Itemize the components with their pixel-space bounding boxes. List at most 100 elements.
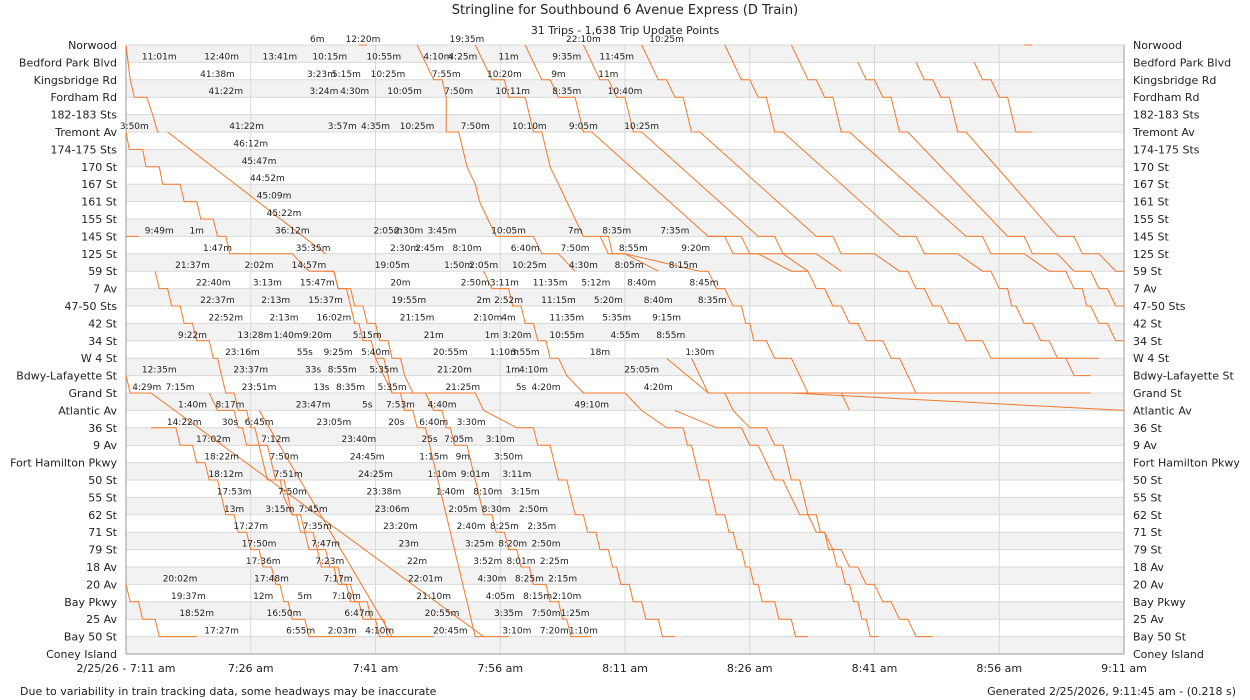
headway-label: 8:25m	[515, 574, 544, 584]
station-label: Coney Island	[1133, 648, 1204, 661]
trip-line	[125, 44, 160, 133]
headway-label: 16:50m	[267, 609, 302, 619]
headway-label: 1:50m	[444, 261, 473, 271]
headway-label: 5:15m	[332, 70, 361, 80]
station-label: 155 St	[81, 213, 117, 226]
x-tick-label: 7:26 am	[228, 662, 274, 675]
headway-label: 8:55m	[328, 366, 357, 376]
headway-label: 7:45m	[299, 505, 328, 515]
headway-label: 8:01m	[507, 557, 536, 567]
station-label: 50 St	[1133, 474, 1162, 487]
grid-lines	[125, 44, 1125, 655]
headway-label: 4:10m	[365, 627, 394, 637]
x-tick-label: 7:56 am	[477, 662, 523, 675]
headway-label: 7:50m	[561, 244, 590, 254]
headway-label: 7:23m	[315, 557, 344, 567]
headway-label: 10:25m	[400, 122, 435, 132]
headway-label: 9:15m	[652, 313, 681, 323]
station-label: Grand St	[68, 387, 117, 400]
headway-label: 9:49m	[145, 226, 174, 236]
headway-label: 8:55m	[619, 244, 648, 254]
headway-label: 10:25m	[624, 122, 659, 132]
trip-line	[150, 427, 355, 638]
headway-label: 12:40m	[204, 52, 239, 62]
headway-label: 4m	[501, 313, 516, 323]
footer-generated: Generated 2/25/2026, 9:11:45 am - (0.218…	[987, 685, 1236, 698]
headway-label: 4:29m	[132, 383, 161, 393]
headway-label: 8:40m	[644, 296, 673, 306]
headway-label: 9:05m	[569, 122, 598, 132]
headway-label: 3:11m	[490, 279, 519, 289]
headway-label: 23:47m	[296, 400, 331, 410]
headway-label: 35:35m	[296, 244, 331, 254]
station-label: Atlantic Av	[1133, 404, 1192, 417]
headway-label: 8:55m	[656, 331, 685, 341]
headway-label: 2:52m	[494, 296, 523, 306]
headway-label: 7:55m	[432, 70, 461, 80]
trip-line	[600, 235, 850, 411]
headway-label: 2:13m	[270, 313, 299, 323]
headway-label: 7:50m	[278, 487, 307, 497]
headway-label: 17:53m	[217, 487, 252, 497]
headway-label: 3:35m	[494, 609, 523, 619]
station-label: Bay 50 St	[1133, 631, 1187, 644]
headway-label: 3:55m	[511, 348, 540, 358]
trip-line	[208, 392, 401, 638]
headway-label: 2:50m	[531, 540, 560, 550]
trip-line	[524, 44, 809, 272]
headway-label: 6:40m	[419, 418, 448, 428]
headway-label: 3:50m	[120, 122, 149, 132]
headway-label: 7:50m	[270, 453, 299, 463]
headway-label: 23:05m	[317, 418, 352, 428]
station-label: 36 St	[1133, 422, 1162, 435]
headway-label: 3:45m	[428, 226, 457, 236]
x-tick-label: 2/25/26 - 7:11 am	[76, 662, 175, 675]
headway-label: 10:15m	[312, 52, 347, 62]
headway-label: 3:11m	[502, 470, 531, 480]
headway-label: 3:57m	[328, 122, 357, 132]
headway-label: 21:10m	[416, 592, 451, 602]
headway-label: 8:30m	[482, 505, 511, 515]
headway-label: 46:12m	[233, 139, 268, 149]
headway-label: 22:40m	[196, 279, 231, 289]
headway-label: 10:11m	[495, 87, 530, 97]
headway-label: 2:10m	[473, 313, 502, 323]
headway-label: 7:20m	[540, 627, 569, 637]
headway-label: 24:45m	[350, 453, 385, 463]
headway-label: 10:25m	[649, 35, 684, 45]
headway-label: 1:30m	[685, 348, 714, 358]
headway-label: 20m	[390, 279, 410, 289]
footer-disclaimer: Due to variability in train tracking dat…	[20, 685, 437, 698]
station-label: Tremont Av	[1132, 126, 1195, 139]
headway-label: 8:10m	[452, 244, 481, 254]
headway-label: 10:05m	[491, 226, 526, 236]
headway-label: 45:09m	[257, 192, 292, 202]
headway-label: 2:40m	[457, 522, 486, 532]
headway-label: 13s	[313, 383, 329, 393]
station-label: 79 St	[88, 544, 117, 557]
station-label: 18 Av	[1133, 561, 1164, 574]
headway-label: 2:13m	[261, 296, 290, 306]
headway-label: 17:50m	[242, 540, 277, 550]
station-label: 20 Av	[86, 578, 117, 591]
headway-label: 1:40m	[436, 487, 465, 497]
trip-line	[325, 270, 592, 638]
trip-line	[416, 44, 576, 272]
trip-line	[674, 409, 933, 638]
trip-line	[724, 44, 1091, 377]
station-label: 7 Av	[1133, 283, 1157, 296]
headway-label: 22:01m	[408, 574, 443, 584]
headway-label: 8:10m	[473, 487, 502, 497]
headway-label: 8:15m	[669, 261, 698, 271]
headway-label: 19:55m	[391, 296, 426, 306]
headway-label: 5:40m	[361, 348, 390, 358]
station-label: 9 Av	[1133, 439, 1157, 452]
headway-label: 8:15m	[523, 592, 552, 602]
station-label: 71 St	[88, 526, 117, 539]
headway-label: 7:12m	[261, 435, 290, 445]
headway-label: 11:45m	[599, 52, 634, 62]
headway-label: 1:10m	[569, 627, 598, 637]
headway-label: 2:30m	[390, 244, 419, 254]
station-label: Norwood	[68, 39, 117, 52]
station-label: 9 Av	[93, 439, 117, 452]
